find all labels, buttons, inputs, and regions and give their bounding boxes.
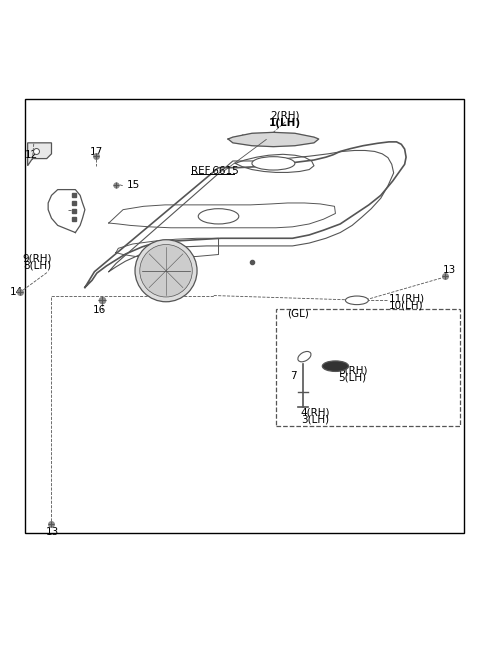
Text: 4(RH): 4(RH)	[300, 407, 330, 417]
Text: 5(LH): 5(LH)	[338, 373, 366, 382]
Circle shape	[140, 245, 192, 297]
Text: 16: 16	[93, 305, 106, 315]
Text: 2(RH): 2(RH)	[271, 111, 300, 121]
Polygon shape	[28, 143, 51, 166]
Text: 14: 14	[10, 287, 23, 297]
Ellipse shape	[298, 352, 311, 362]
Text: 7: 7	[290, 371, 296, 380]
Text: 15: 15	[126, 180, 140, 190]
Ellipse shape	[252, 157, 295, 170]
Circle shape	[135, 239, 197, 302]
Text: 12: 12	[25, 150, 38, 160]
Text: 3(LH): 3(LH)	[301, 414, 329, 424]
Text: (GL): (GL)	[287, 309, 309, 319]
Ellipse shape	[346, 296, 368, 304]
Polygon shape	[228, 133, 319, 147]
Text: REF.6615: REF.6615	[192, 167, 239, 176]
Text: 11(RH): 11(RH)	[389, 293, 425, 304]
Bar	[242, 134, 281, 143]
Text: 1(LH): 1(LH)	[269, 118, 301, 128]
Ellipse shape	[198, 209, 239, 224]
Text: 6(RH): 6(RH)	[338, 366, 367, 376]
Text: 9(RH): 9(RH)	[23, 254, 52, 264]
Ellipse shape	[323, 361, 348, 371]
Text: 17: 17	[90, 148, 104, 157]
Text: 8(LH): 8(LH)	[23, 261, 51, 271]
Text: 13: 13	[443, 265, 456, 275]
Text: 10(LH): 10(LH)	[389, 300, 423, 310]
Text: 13: 13	[46, 527, 60, 537]
Bar	[276, 309, 459, 426]
